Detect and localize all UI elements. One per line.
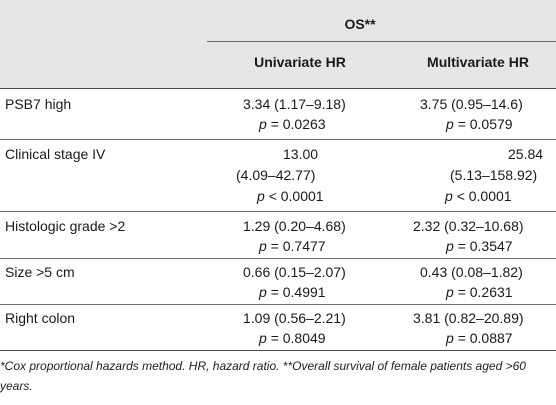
multivariate-p-value: p = 0.0579 xyxy=(446,116,513,133)
table-bottom-rule xyxy=(0,350,556,351)
univariate-p-value: p = 0.7477 xyxy=(259,238,326,255)
table-header-band xyxy=(0,0,556,88)
multivariate-p-value: p < 0.0001 xyxy=(445,188,512,205)
header-bottom-rule xyxy=(0,88,556,89)
row-divider xyxy=(0,258,556,259)
row-label: Clinical stage IV xyxy=(5,146,106,162)
row-divider xyxy=(0,304,556,305)
p-symbol: p xyxy=(446,284,454,300)
univariate-hr-header: Univariate HR xyxy=(254,54,346,70)
univariate-p-value: p = 0.4991 xyxy=(259,284,326,301)
multivariate-p-value: p = 0.0887 xyxy=(446,330,513,347)
multivariate-hr-value: 3.75 (0.95–14.6) xyxy=(420,96,523,112)
p-symbol: p xyxy=(259,238,267,254)
multivariate-hr-value: 3.81 (0.82–20.89) xyxy=(413,310,524,326)
row-label: PSB7 high xyxy=(5,96,72,112)
table-footnote: *Cox proportional hazards method. HR, ha… xyxy=(0,359,526,393)
univariate-p-value: p = 0.0263 xyxy=(259,116,326,133)
row-divider xyxy=(0,211,556,212)
p-value-text: < 0.0001 xyxy=(456,188,512,204)
multivariate-p-value: p = 0.3547 xyxy=(446,238,513,255)
p-value-text: = 0.3547 xyxy=(457,238,513,254)
univariate-p-value: p = 0.8049 xyxy=(259,330,326,347)
univariate-hr-value: 0.66 (0.15–2.07) xyxy=(243,264,346,280)
row-divider xyxy=(0,139,556,140)
univariate-hr-value: 13.00 xyxy=(283,146,319,162)
multivariate-hr-value: 25.84 xyxy=(508,146,544,162)
p-value-text: = 0.4991 xyxy=(270,284,326,300)
row-label: Histologic grade >2 xyxy=(5,218,126,234)
multivariate-p-value: p = 0.2631 xyxy=(446,284,513,301)
p-symbol: p xyxy=(259,116,267,132)
univariate-p-value: p < 0.0001 xyxy=(257,188,324,205)
p-symbol: p xyxy=(446,330,454,346)
multivariate-ci-value: (5.13–158.92) xyxy=(450,167,538,183)
p-value-text: = 0.0579 xyxy=(457,116,513,132)
univariate-hr-value: 1.09 (0.56–2.21) xyxy=(243,310,346,326)
p-value-text: = 0.0263 xyxy=(270,116,326,132)
p-symbol: p xyxy=(446,238,454,254)
p-value-text: = 0.8049 xyxy=(270,330,326,346)
p-symbol: p xyxy=(259,330,267,346)
p-value-text: = 0.0887 xyxy=(457,330,513,346)
p-value-text: = 0.7477 xyxy=(270,238,326,254)
univariate-hr-value: 3.34 (1.17–9.18) xyxy=(243,96,346,112)
multivariate-hr-header: Multivariate HR xyxy=(427,54,529,70)
group-header-rule xyxy=(207,41,556,42)
p-symbol: p xyxy=(446,116,454,132)
row-label: Size >5 cm xyxy=(5,264,75,280)
p-symbol: p xyxy=(257,188,265,204)
os-group-header: OS** xyxy=(344,16,376,32)
p-value-text: = 0.2631 xyxy=(457,284,513,300)
univariate-hr-value: 1.29 (0.20–4.68) xyxy=(243,218,346,234)
univariate-ci-value: (4.09–42.77) xyxy=(236,167,316,183)
p-symbol: p xyxy=(445,188,453,204)
multivariate-hr-value: 0.43 (0.08–1.82) xyxy=(420,264,523,280)
row-label: Right colon xyxy=(5,310,76,326)
p-value-text: < 0.0001 xyxy=(268,188,324,204)
multivariate-hr-value: 2.32 (0.32–10.68) xyxy=(413,218,524,234)
p-symbol: p xyxy=(259,284,267,300)
